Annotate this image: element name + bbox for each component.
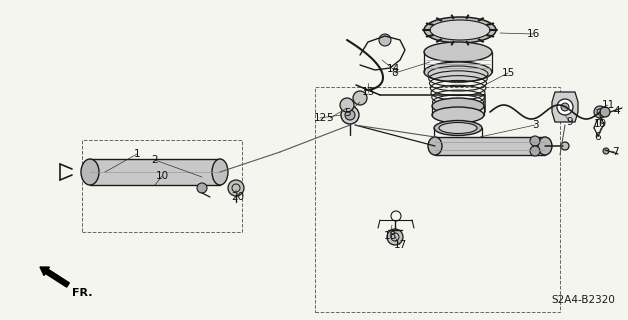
Ellipse shape	[81, 159, 99, 185]
Text: 12: 12	[313, 113, 327, 123]
Text: 9: 9	[566, 117, 573, 127]
Text: FR.: FR.	[72, 288, 92, 298]
Ellipse shape	[424, 62, 492, 82]
Text: 2: 2	[152, 155, 158, 165]
Bar	[315, 87, 560, 312]
Circle shape	[561, 103, 569, 111]
Circle shape	[353, 91, 367, 105]
Text: 16: 16	[526, 29, 539, 39]
Text: 5: 5	[327, 113, 333, 123]
Circle shape	[557, 99, 573, 115]
Text: 4: 4	[614, 106, 620, 116]
Circle shape	[530, 146, 540, 156]
Ellipse shape	[439, 123, 477, 133]
Circle shape	[603, 148, 609, 154]
Circle shape	[387, 229, 403, 245]
Text: S2A4-B2320: S2A4-B2320	[551, 295, 615, 305]
Ellipse shape	[428, 137, 442, 155]
FancyArrow shape	[40, 267, 69, 287]
Text: 6: 6	[595, 132, 602, 142]
Circle shape	[341, 106, 359, 124]
Text: 8: 8	[392, 68, 398, 78]
Circle shape	[228, 180, 244, 196]
Bar	[82, 140, 242, 232]
Circle shape	[600, 107, 610, 117]
Text: 14: 14	[386, 64, 399, 74]
Text: 19: 19	[593, 119, 607, 129]
Text: 11: 11	[602, 100, 615, 110]
Text: 1: 1	[134, 149, 140, 159]
Circle shape	[379, 34, 391, 46]
Text: 15: 15	[501, 68, 514, 78]
Text: 20: 20	[232, 192, 244, 202]
Circle shape	[197, 183, 207, 193]
Circle shape	[340, 98, 354, 112]
Ellipse shape	[432, 98, 484, 114]
Text: 17: 17	[393, 240, 406, 250]
Circle shape	[561, 142, 569, 150]
Polygon shape	[552, 92, 578, 122]
Text: 18: 18	[383, 231, 397, 241]
Circle shape	[594, 106, 606, 118]
Circle shape	[530, 136, 540, 146]
Ellipse shape	[212, 159, 228, 185]
Ellipse shape	[424, 42, 492, 62]
Ellipse shape	[432, 107, 484, 123]
Text: 5: 5	[345, 108, 351, 118]
Bar	[435, 137, 545, 155]
Ellipse shape	[424, 17, 496, 43]
Circle shape	[345, 110, 355, 120]
Text: 10: 10	[156, 171, 168, 181]
Ellipse shape	[430, 20, 490, 40]
Text: 13: 13	[361, 87, 375, 97]
Text: 3: 3	[532, 120, 538, 130]
Bar	[90, 159, 220, 185]
Ellipse shape	[434, 121, 482, 135]
Text: 7: 7	[612, 147, 619, 157]
Ellipse shape	[538, 137, 552, 155]
